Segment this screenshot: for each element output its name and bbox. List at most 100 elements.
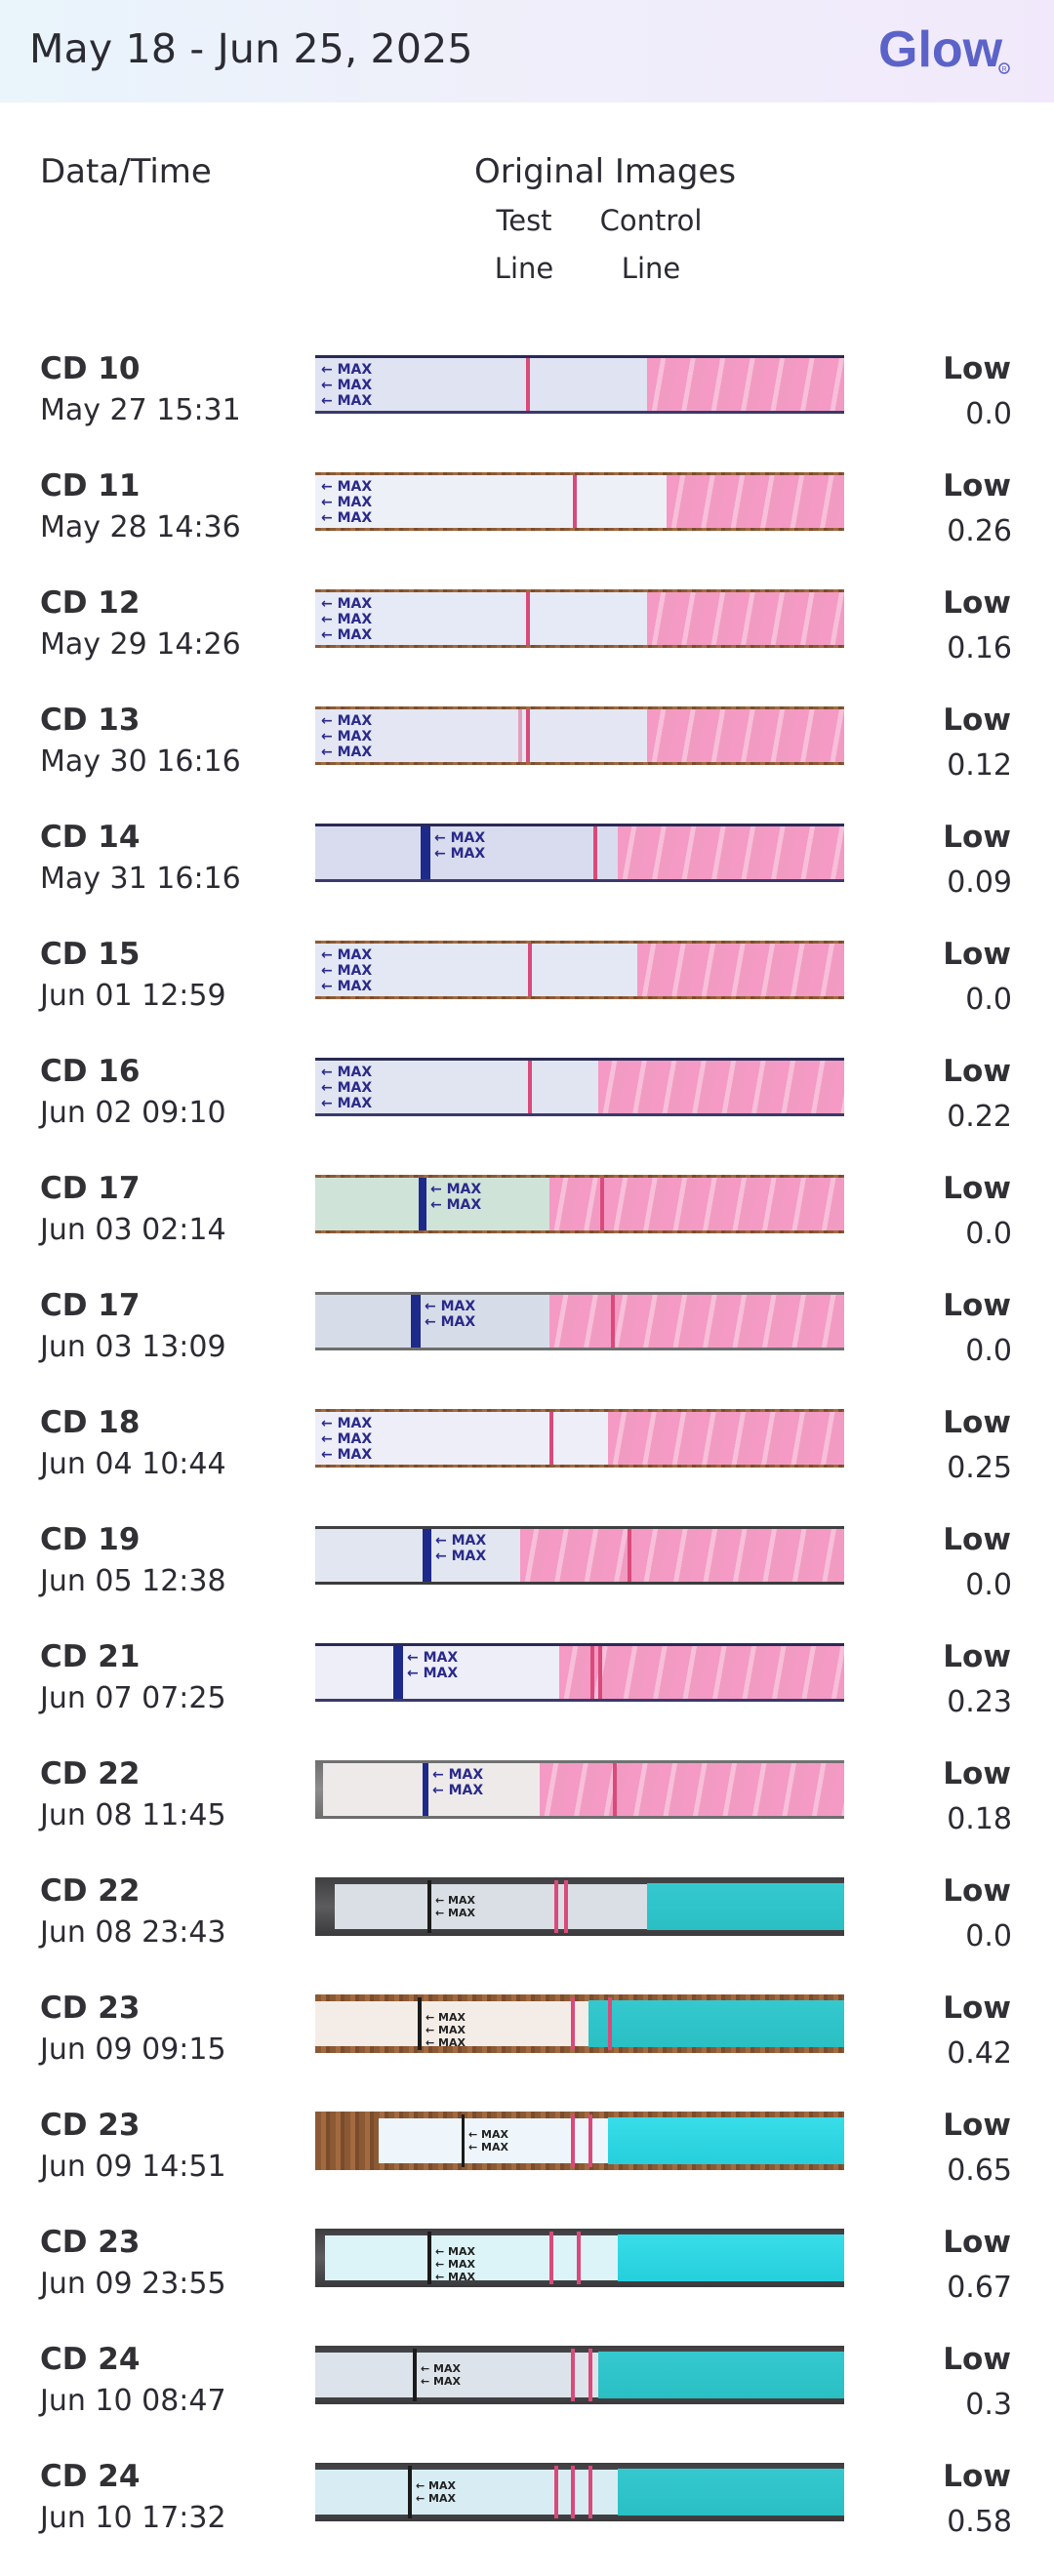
header-bar: May 18 - Jun 25, 2025 Glow R xyxy=(0,0,1054,102)
control-line-mark xyxy=(571,2466,575,2518)
control-line-mark xyxy=(526,358,530,411)
test-datetime: Jun 03 13:09 xyxy=(40,1330,226,1364)
result-row[interactable]: CD 15 Jun 01 12:59 Low 0.0 ← MAX ← MAX ← MAX xyxy=(0,929,1054,1046)
result-row[interactable]: CD 22 Jun 08 23:43 Low 0.0 ← MAX ← MAX xyxy=(0,1866,1054,1983)
result-row[interactable]: CD 18 Jun 04 10:44 Low 0.25 ← MAX ← MAX ← MAX xyxy=(0,1397,1054,1514)
test-strip-image[interactable]: ← MAX ← MAX ← MAX xyxy=(315,355,844,414)
control-line-header: Control Line xyxy=(599,204,703,285)
test-datetime: Jun 10 17:32 xyxy=(40,2501,226,2535)
lh-level: Low xyxy=(943,1756,1011,1791)
lh-ratio-value: 0.58 xyxy=(947,2505,1012,2539)
max-arrow-label: ← MAX xyxy=(321,979,373,994)
result-row[interactable]: CD 12 May 29 14:26 Low 0.16 ← MAX ← MAX ← MAX xyxy=(0,578,1054,695)
result-row[interactable]: CD 24 Jun 10 08:47 Low 0.3 ← MAX ← MAX xyxy=(0,2334,1054,2451)
lh-ratio-value: 0.3 xyxy=(965,2388,1012,2422)
result-row[interactable]: CD 23 Jun 09 14:51 Low 0.65 ← MAX ← MAX xyxy=(0,2100,1054,2217)
test-strip-image[interactable]: ← MAX ← MAX xyxy=(315,2346,844,2404)
max-arrow-label: ← MAX xyxy=(321,745,373,760)
test-strip-image[interactable]: ← MAX ← MAX ← MAX xyxy=(315,589,844,648)
lh-ratio-value: 0.25 xyxy=(947,1451,1012,1485)
test-strip-image[interactable]: ← MAX ← MAX xyxy=(315,1292,844,1350)
result-row[interactable]: CD 23 Jun 09 23:55 Low 0.67 ← MAX ← MAX ← MAX xyxy=(0,2217,1054,2334)
max-marker-bar xyxy=(411,1295,421,1348)
control-line-mark xyxy=(628,1529,631,1582)
lh-ratio-value: 0.12 xyxy=(947,748,1012,783)
max-arrow-label: ← MAX xyxy=(426,2011,466,2024)
control-line-mark xyxy=(588,2114,592,2167)
max-arrow-label: ← MAX xyxy=(435,1907,475,1919)
lh-level: Low xyxy=(943,1991,1011,2026)
test-strip-image[interactable]: ← MAX ← MAX ← MAX xyxy=(315,2229,844,2287)
result-row[interactable]: CD 16 Jun 02 09:10 Low 0.22 ← MAX ← MAX ← MAX xyxy=(0,1046,1054,1163)
lh-level: Low xyxy=(943,1054,1011,1089)
lh-ratio-value: 0.42 xyxy=(947,2036,1012,2071)
control-line-mark xyxy=(611,1295,615,1348)
max-marker-bar xyxy=(418,1997,422,2050)
result-row[interactable]: CD 17 Jun 03 02:14 Low 0.0 ← MAX ← MAX xyxy=(0,1163,1054,1280)
cycle-day: CD 23 xyxy=(40,2108,141,2143)
max-arrow-label: ← MAX xyxy=(321,1447,373,1463)
max-arrow-label: ← MAX xyxy=(321,947,373,963)
control-line-mark xyxy=(564,1880,568,1933)
test-strip-image[interactable]: ← MAX ← MAX xyxy=(315,1760,844,1819)
test-datetime: Jun 03 02:14 xyxy=(40,1213,226,1247)
test-datetime: May 28 14:36 xyxy=(40,510,241,544)
test-strip-image[interactable]: ← MAX ← MAX xyxy=(315,1175,844,1233)
max-arrow-label: ← MAX xyxy=(321,1431,373,1447)
result-row[interactable]: CD 11 May 28 14:36 Low 0.26 ← MAX ← MAX ← MAX xyxy=(0,461,1054,578)
max-arrow-label: ← MAX xyxy=(407,1666,459,1681)
test-strip-image[interactable]: ← MAX ← MAX ← MAX xyxy=(315,941,844,999)
test-strip-image[interactable]: ← MAX ← MAX ← MAX xyxy=(315,1058,844,1116)
test-strip-image[interactable]: ← MAX ← MAX xyxy=(315,824,844,882)
control-line-mark xyxy=(526,709,530,762)
test-strip-image[interactable]: ← MAX ← MAX xyxy=(315,1643,844,1702)
test-strip-image[interactable]: ← MAX ← MAX ← MAX xyxy=(315,706,844,765)
lh-level: Low xyxy=(943,585,1011,621)
max-arrow-label: ← MAX xyxy=(425,1314,476,1330)
max-marker-bar xyxy=(427,1880,431,1933)
original-images-column-header: Original Images xyxy=(474,152,737,191)
result-row[interactable]: CD 24 Jun 10 17:32 Low 0.58 ← MAX ← MAX xyxy=(0,2451,1054,2568)
max-arrow-label: ← MAX xyxy=(321,479,373,495)
strip-handle-teal xyxy=(598,2352,844,2398)
strip-handle-cyan xyxy=(618,2234,844,2281)
lh-ratio-value: 0.0 xyxy=(965,983,1012,1017)
strip-handle-pink xyxy=(549,1295,844,1348)
max-arrow-label: ← MAX xyxy=(321,393,373,409)
strip-handle-pink xyxy=(598,1061,844,1113)
cycle-day: CD 10 xyxy=(40,351,141,386)
result-row[interactable]: CD 19 Jun 05 12:38 Low 0.0 ← MAX ← MAX xyxy=(0,1514,1054,1631)
lh-level: Low xyxy=(943,1171,1011,1206)
test-strip-image[interactable]: ← MAX ← MAX xyxy=(315,2463,844,2521)
cycle-day: CD 22 xyxy=(40,1756,141,1791)
lh-level: Low xyxy=(943,2225,1011,2260)
test-strip-image[interactable]: ← MAX ← MAX xyxy=(315,1877,844,1936)
test-strip-image[interactable]: ← MAX ← MAX ← MAX xyxy=(315,1409,844,1468)
strip-handle-pink xyxy=(647,592,844,645)
cycle-day: CD 22 xyxy=(40,1873,141,1909)
control-line-mark xyxy=(554,2466,558,2518)
result-row[interactable]: CD 14 May 31 16:16 Low 0.09 ← MAX ← MAX xyxy=(0,812,1054,929)
test-strip-image[interactable]: ← MAX ← MAX xyxy=(315,2112,844,2170)
control-line-mark xyxy=(593,826,597,879)
max-arrow-label: ← MAX xyxy=(435,2271,475,2283)
max-arrow-label: ← MAX xyxy=(421,2375,461,2388)
result-row[interactable]: CD 21 Jun 07 07:25 Low 0.23 ← MAX ← MAX xyxy=(0,1631,1054,1749)
max-arrow-label: ← MAX xyxy=(321,510,373,526)
test-strip-image[interactable]: ← MAX ← MAX ← MAX xyxy=(315,1994,844,2053)
test-strip-image[interactable]: ← MAX ← MAX xyxy=(315,1526,844,1585)
result-row[interactable]: CD 22 Jun 08 11:45 Low 0.18 ← MAX ← MAX xyxy=(0,1749,1054,1866)
test-datetime: Jun 10 08:47 xyxy=(40,2384,226,2418)
test-strip-image[interactable]: ← MAX ← MAX ← MAX xyxy=(315,472,844,531)
test-datetime: Jun 08 11:45 xyxy=(40,1798,226,1832)
result-row[interactable]: CD 17 Jun 03 13:09 Low 0.0 ← MAX ← MAX xyxy=(0,1280,1054,1397)
result-row[interactable]: CD 13 May 30 16:16 Low 0.12 ← MAX ← MAX ← MAX xyxy=(0,695,1054,812)
lh-level: Low xyxy=(943,1639,1011,1674)
cycle-day: CD 14 xyxy=(40,820,141,855)
cycle-day: CD 23 xyxy=(40,1991,141,2026)
result-row[interactable]: CD 23 Jun 09 09:15 Low 0.42 ← MAX ← MAX ← MAX xyxy=(0,1983,1054,2100)
max-arrow-label: ← MAX xyxy=(421,2362,461,2375)
result-row[interactable]: CD 10 May 27 15:31 Low 0.0 ← MAX ← MAX ← MAX xyxy=(0,343,1054,461)
max-arrow-label: ← MAX xyxy=(321,1065,373,1080)
control-line-mark xyxy=(588,2349,592,2401)
